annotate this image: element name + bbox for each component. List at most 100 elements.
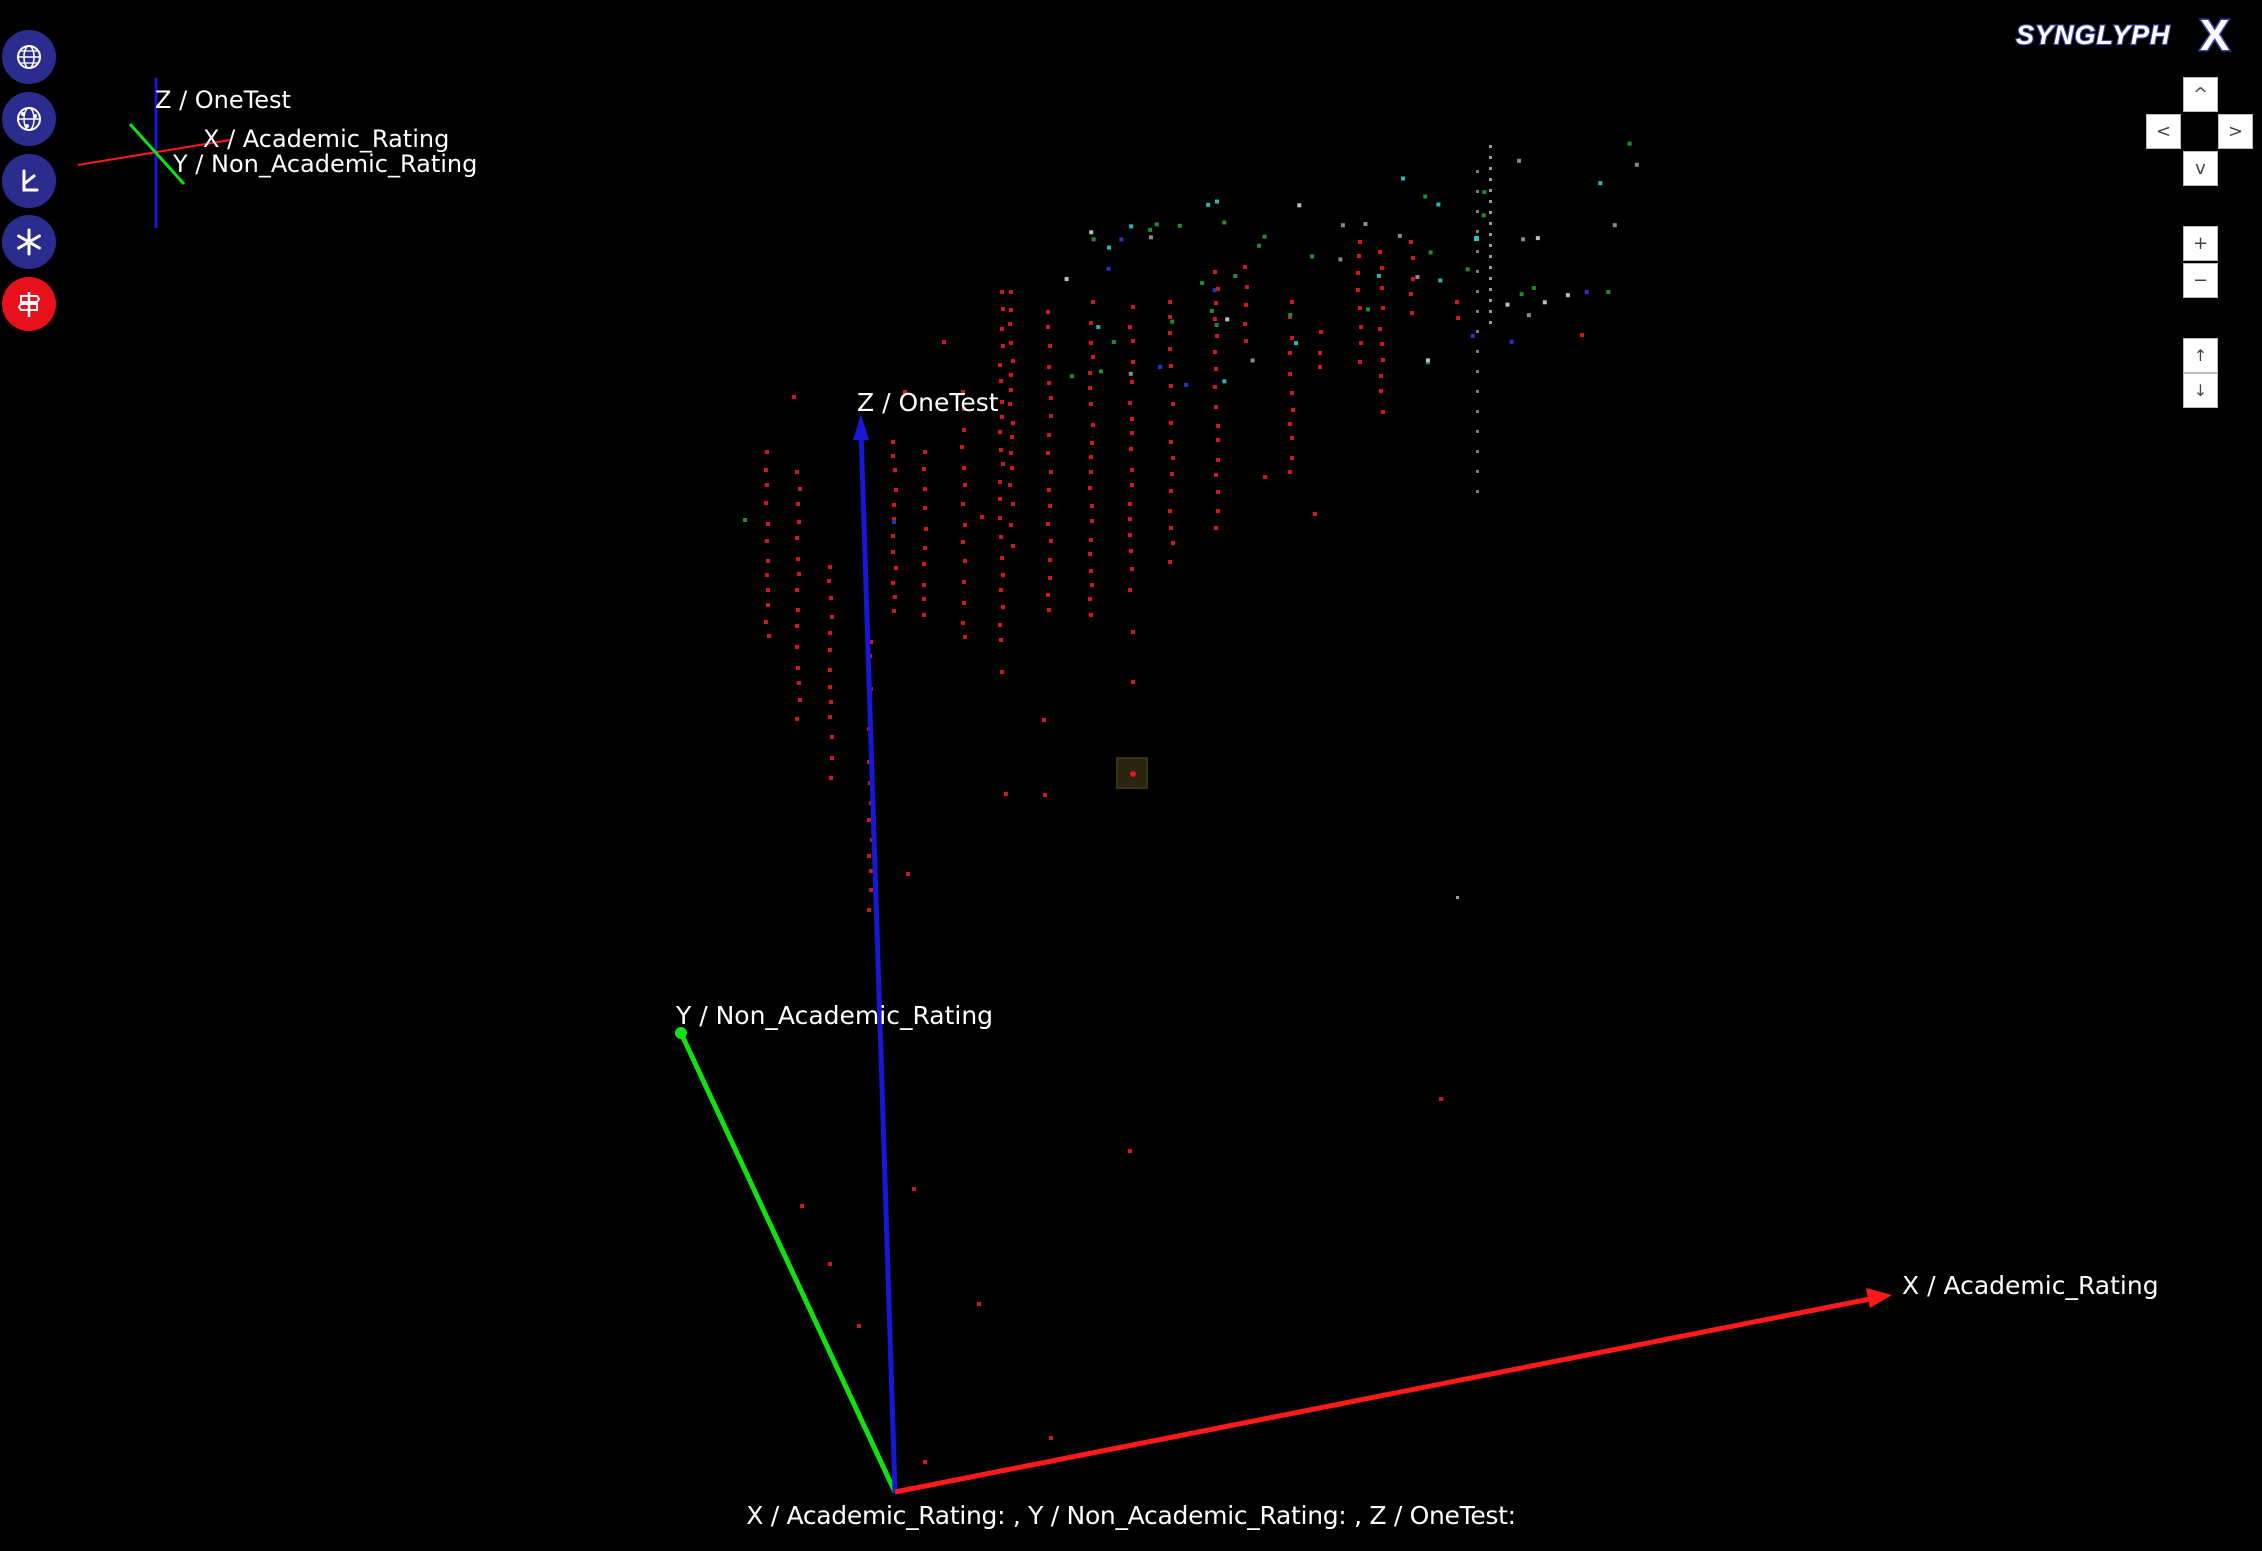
glyph-point[interactable]: [1169, 440, 1173, 444]
glyph-point[interactable]: [922, 583, 926, 587]
glyph-point[interactable]: [1216, 424, 1220, 428]
glyph-point[interactable]: [1009, 341, 1013, 345]
glyph-point[interactable]: [1046, 451, 1050, 455]
glyph-point[interactable]: [963, 635, 967, 639]
glyph-point[interactable]: [906, 872, 910, 876]
glyph-point[interactable]: [1482, 190, 1487, 195]
glyph-point[interactable]: [1505, 302, 1510, 307]
glyph-point[interactable]: [796, 608, 800, 612]
glyph-point[interactable]: [942, 340, 946, 344]
asterisk-button[interactable]: [2, 215, 56, 269]
glyph-point[interactable]: [1481, 213, 1486, 218]
glyph-point[interactable]: [998, 497, 1002, 501]
glyph-point[interactable]: [923, 450, 927, 454]
glyph-point[interactable]: [1474, 236, 1479, 241]
glyph-point[interactable]: [1001, 462, 1005, 466]
glyph-point[interactable]: [1049, 1436, 1053, 1440]
glyph-point[interactable]: [830, 756, 834, 760]
glyph-point[interactable]: [1046, 593, 1050, 597]
glyph-point[interactable]: [796, 502, 800, 506]
glyph-point[interactable]: [999, 588, 1003, 592]
glyph-point[interactable]: [891, 581, 895, 585]
glyph-point[interactable]: [1489, 255, 1492, 258]
glyph-point[interactable]: [1313, 512, 1317, 516]
glyph-point[interactable]: [743, 518, 747, 522]
signpost-button[interactable]: [2, 277, 56, 331]
glyph-point[interactable]: [1359, 341, 1363, 345]
glyph-point[interactable]: [1089, 569, 1093, 573]
glyph-point[interactable]: [828, 715, 832, 719]
glyph-point[interactable]: [1363, 221, 1368, 226]
glyph-point[interactable]: [1262, 234, 1267, 239]
glyph-point[interactable]: [765, 573, 769, 577]
glyph-point[interactable]: [963, 559, 967, 563]
glyph-point[interactable]: [1128, 588, 1132, 592]
glyph-point[interactable]: [1148, 227, 1153, 232]
glyph-point[interactable]: [1209, 309, 1214, 314]
glyph-point[interactable]: [1411, 277, 1415, 281]
glyph-point[interactable]: [1612, 223, 1617, 228]
glyph-point[interactable]: [1213, 385, 1217, 389]
glyph-point[interactable]: [1088, 597, 1092, 601]
glyph-point[interactable]: [1009, 451, 1013, 455]
glyph-point[interactable]: [1004, 792, 1008, 796]
pan-left-button[interactable]: <: [2146, 114, 2181, 149]
glyph-point[interactable]: [1088, 386, 1092, 390]
glyph-point[interactable]: [891, 534, 895, 538]
glyph-point[interactable]: [1489, 277, 1492, 280]
glyph-point[interactable]: [1011, 502, 1015, 506]
glyph-point[interactable]: [1089, 538, 1093, 542]
glyph-point[interactable]: [1090, 504, 1094, 508]
glyph-point[interactable]: [1216, 438, 1220, 442]
glyph-point[interactable]: [1455, 300, 1459, 304]
glyph-point[interactable]: [1415, 275, 1420, 280]
pan-down-button[interactable]: v: [2183, 151, 2218, 186]
glyph-point[interactable]: [1213, 350, 1217, 354]
glyph-point[interactable]: [798, 487, 802, 491]
glyph-point[interactable]: [1338, 257, 1343, 262]
glyph-point[interactable]: [1476, 190, 1479, 193]
glyph-point[interactable]: [1214, 199, 1219, 204]
glyph-point[interactable]: [1489, 321, 1492, 324]
glyph-point[interactable]: [1009, 308, 1013, 312]
glyph-point[interactable]: [867, 908, 871, 912]
glyph-point[interactable]: [891, 454, 895, 458]
glyph-point[interactable]: [828, 565, 832, 569]
glyph-point[interactable]: [1130, 567, 1134, 571]
glyph-point[interactable]: [1379, 374, 1383, 378]
glyph-point[interactable]: [1465, 267, 1470, 272]
glyph-point[interactable]: [1358, 360, 1362, 364]
glyph-point[interactable]: [1088, 371, 1092, 375]
glyph-point[interactable]: [1365, 307, 1370, 312]
glyph-point[interactable]: [1000, 415, 1004, 419]
glyph-point[interactable]: [980, 515, 984, 519]
glyph-point[interactable]: [963, 483, 967, 487]
glyph-point[interactable]: [1401, 176, 1406, 181]
glyph-point[interactable]: [857, 1324, 861, 1328]
glyph-point[interactable]: [1489, 266, 1492, 269]
glyph-point[interactable]: [998, 430, 1002, 434]
glyph-point[interactable]: [1310, 254, 1315, 259]
glyph-point[interactable]: [767, 634, 771, 638]
glyph-point[interactable]: [1000, 290, 1004, 294]
glyph-point[interactable]: [1169, 364, 1173, 368]
glyph-point[interactable]: [893, 595, 897, 599]
glyph-point[interactable]: [998, 480, 1002, 484]
glyph-point[interactable]: [828, 1262, 832, 1266]
glyph-point[interactable]: [922, 597, 926, 601]
glyph-point[interactable]: [1476, 170, 1479, 173]
glyph-point[interactable]: [829, 596, 833, 600]
glyph-point[interactable]: [792, 395, 796, 399]
glyph-point[interactable]: [1357, 254, 1361, 258]
glyph-point[interactable]: [1318, 365, 1322, 369]
glyph-point[interactable]: [1048, 344, 1052, 348]
glyph-point[interactable]: [1064, 277, 1069, 282]
glyph-point[interactable]: [1130, 468, 1134, 472]
glyph-point[interactable]: [1476, 430, 1479, 433]
glyph-point[interactable]: [1128, 533, 1132, 537]
glyph-point[interactable]: [1290, 391, 1294, 395]
glyph-point[interactable]: [1489, 156, 1492, 159]
glyph-point[interactable]: [1580, 333, 1584, 337]
glyph-point[interactable]: [894, 566, 898, 570]
glyph-point[interactable]: [1128, 401, 1132, 405]
